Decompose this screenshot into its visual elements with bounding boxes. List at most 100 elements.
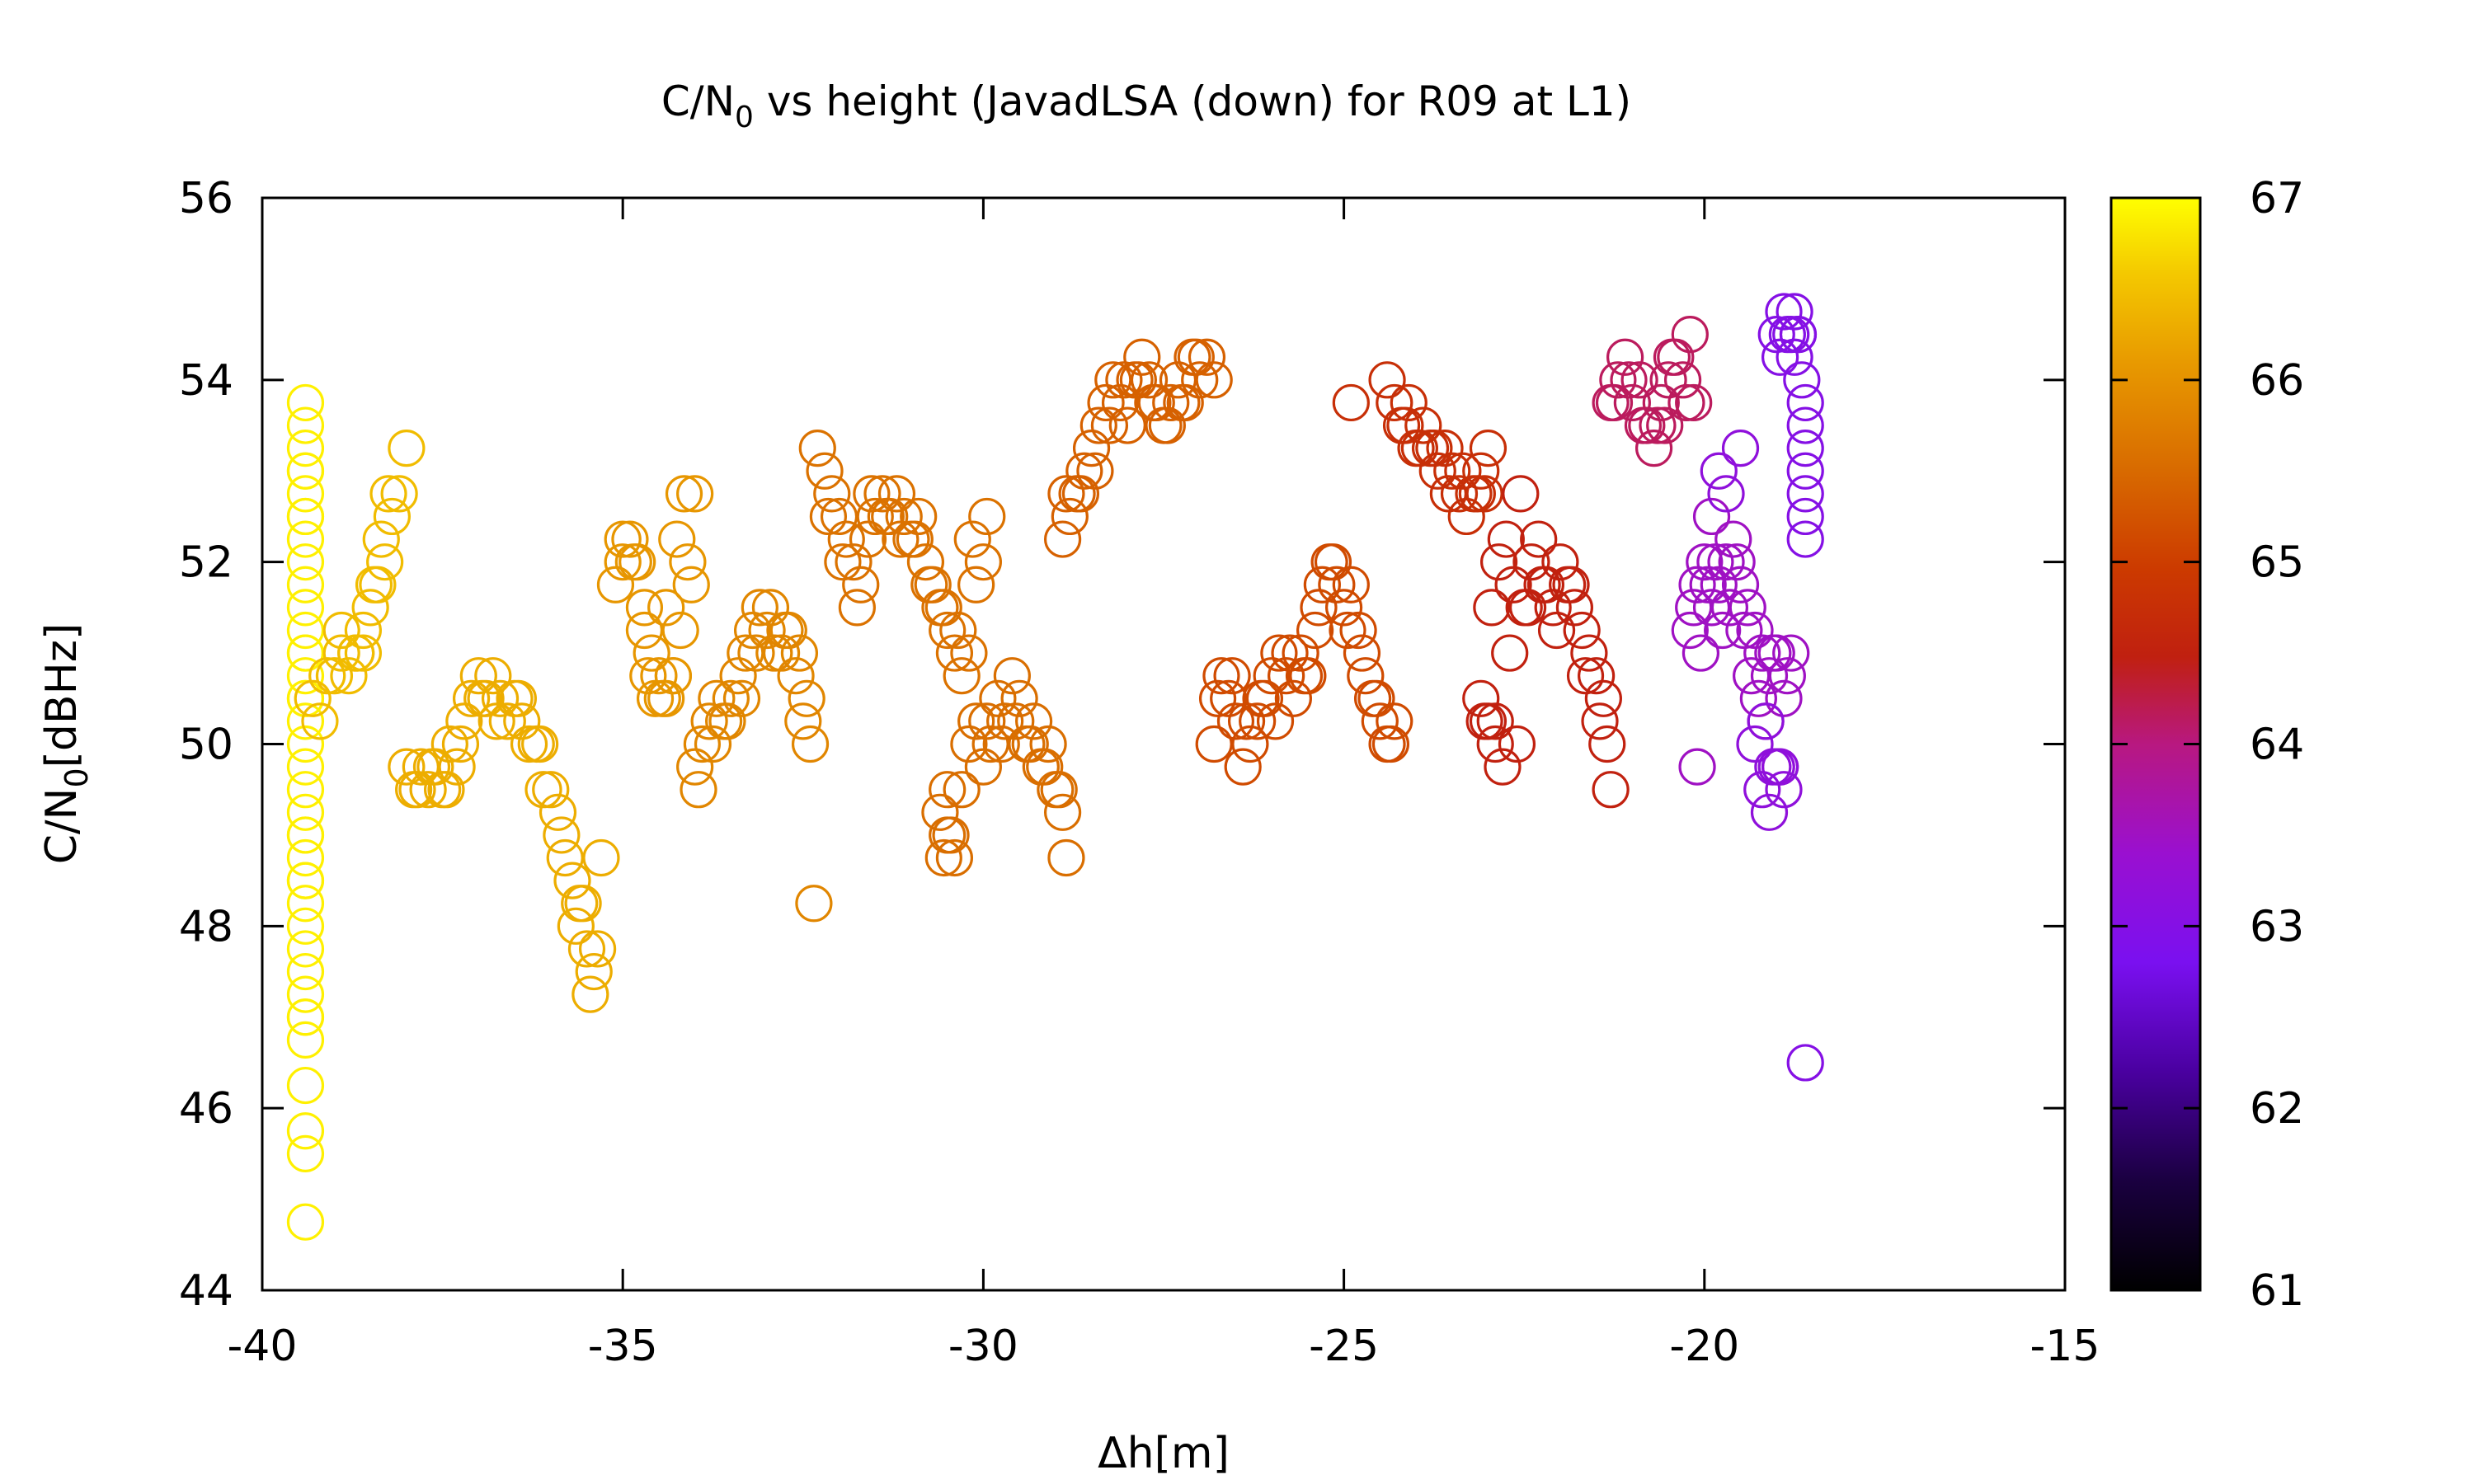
- data-point: [286, 816, 325, 854]
- data-point: [712, 679, 750, 717]
- data-point: [1353, 679, 1392, 717]
- data-point: [950, 725, 988, 763]
- data-point: [1318, 566, 1356, 603]
- data-point: [1592, 383, 1630, 422]
- colorbar-tick-label: 66: [2250, 356, 2304, 406]
- data-point: [1296, 611, 1334, 650]
- data-point: [929, 816, 967, 854]
- data-point: [1462, 452, 1500, 490]
- data-point: [510, 725, 548, 763]
- data-point: [388, 430, 426, 467]
- data-point: [842, 566, 880, 603]
- data-point: [1015, 702, 1053, 740]
- data-point: [1578, 657, 1616, 695]
- data-point: [1224, 748, 1262, 786]
- data-point: [359, 566, 397, 603]
- data-point: [1462, 679, 1500, 717]
- data-point: [561, 885, 599, 923]
- data-point: [1271, 634, 1309, 672]
- data-point: [1599, 361, 1637, 399]
- data-point: [1339, 611, 1377, 650]
- data-point: [1469, 702, 1507, 740]
- data-point: [1534, 589, 1572, 627]
- data-point: [795, 885, 833, 923]
- data-point: [578, 930, 617, 968]
- data-point: [1368, 725, 1406, 763]
- data-point: [1786, 520, 1824, 558]
- data-point: [488, 702, 526, 740]
- data-point: [1195, 725, 1233, 763]
- data-point: [1776, 338, 1813, 376]
- data-point: [943, 771, 981, 809]
- data-point: [286, 907, 325, 945]
- data-point: [1653, 338, 1691, 376]
- data-point: [1736, 611, 1774, 650]
- data-point: [929, 611, 967, 650]
- data-point: [680, 771, 717, 809]
- data-point: [1750, 657, 1789, 695]
- data-point: [286, 793, 325, 831]
- data-point: [1491, 634, 1529, 672]
- data-point: [1772, 634, 1810, 672]
- data-point: [1733, 657, 1771, 695]
- data-point: [1689, 566, 1727, 603]
- data-point: [1765, 293, 1803, 331]
- data-point: [1786, 383, 1824, 422]
- data-point: [719, 657, 757, 695]
- data-point: [654, 657, 693, 695]
- data-point: [824, 543, 862, 581]
- data-point: [286, 930, 325, 968]
- data-point: [676, 748, 714, 786]
- data-point: [1761, 748, 1799, 786]
- plot-area: [261, 196, 2067, 1292]
- data-point: [286, 475, 325, 513]
- data-point: [1779, 316, 1818, 354]
- data-point: [625, 611, 664, 650]
- data-point: [1678, 748, 1716, 786]
- data-point: [1047, 838, 1085, 877]
- data-point: [1754, 748, 1792, 786]
- data-point: [809, 497, 848, 536]
- data-point: [1108, 406, 1146, 444]
- data-point: [1786, 430, 1824, 467]
- data-point: [1444, 452, 1482, 490]
- data-point: [813, 475, 851, 513]
- data-point: [1177, 338, 1215, 376]
- data-point: [286, 1066, 325, 1105]
- data-point: [1776, 293, 1813, 331]
- data-point: [286, 771, 325, 809]
- data-point: [380, 475, 418, 513]
- data-point: [1487, 520, 1525, 558]
- data-point: [1692, 589, 1731, 627]
- data-point: [957, 702, 995, 740]
- data-point: [351, 589, 389, 627]
- data-point: [1465, 475, 1503, 513]
- data-point: [1537, 611, 1576, 650]
- data-point: [1418, 452, 1456, 490]
- data-point: [1329, 611, 1366, 650]
- data-point: [1786, 497, 1824, 536]
- data-point: [935, 634, 974, 672]
- data-point: [1739, 679, 1777, 717]
- y-axis-label-subscript: 0: [59, 768, 95, 787]
- data-point: [1765, 679, 1803, 717]
- data-point: [1231, 725, 1269, 763]
- data-point: [441, 725, 480, 763]
- data-point: [1347, 657, 1385, 695]
- data-point: [953, 520, 991, 558]
- data-point: [532, 771, 570, 809]
- data-point: [755, 634, 793, 672]
- data-point: [877, 475, 916, 513]
- data-point: [1704, 611, 1742, 650]
- data-point: [1671, 316, 1709, 354]
- data-point: [604, 520, 642, 558]
- data-point: [1768, 316, 1806, 354]
- data-point: [286, 611, 325, 650]
- data-point: [924, 589, 962, 627]
- data-point: [727, 634, 764, 672]
- data-point: [964, 748, 1003, 786]
- data-point: [929, 771, 967, 809]
- data-point: [647, 589, 685, 627]
- data-point: [1433, 452, 1471, 490]
- data-point: [1692, 497, 1731, 536]
